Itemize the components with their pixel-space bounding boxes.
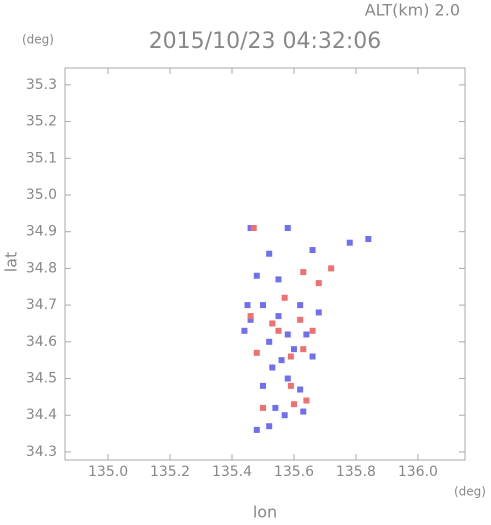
radar-pixel [300, 346, 307, 353]
radar-pixel [275, 276, 282, 283]
radar-pixel [253, 426, 260, 433]
radar-pixel [284, 375, 291, 382]
radar-pixel [297, 302, 304, 309]
chart-title: 2015/10/23 04:32:06 [149, 29, 382, 54]
y-tick-label: 34.7 [26, 297, 57, 313]
radar-pixel [290, 346, 297, 353]
radar-pixel [281, 412, 288, 419]
radar-pixel [287, 382, 294, 389]
radar-pixel [300, 269, 307, 276]
y-tick-label: 35.1 [26, 150, 57, 166]
radar-pixel [244, 302, 251, 309]
x-tick-label: 135.4 [212, 464, 252, 480]
radar-pixel [259, 404, 266, 411]
radar-pixel [309, 247, 316, 254]
plot-frame [64, 67, 466, 461]
radar-pixel [259, 382, 266, 389]
radar-pixel [247, 225, 254, 232]
altitude-label: ALT(km) 2.0 [365, 1, 460, 20]
y-tick-label: 35.3 [26, 77, 57, 93]
radar-pixel [309, 327, 316, 334]
radar-pixel [269, 364, 276, 371]
radar-pixel [365, 236, 372, 243]
y-tick-label: 34.5 [26, 371, 57, 387]
y-tick-label: 34.6 [26, 334, 57, 350]
y-tick-label: 35.2 [26, 114, 57, 130]
y-tick-label: 35.0 [26, 187, 57, 203]
x-tick-label: 135.0 [88, 464, 128, 480]
x-tick-label: 135.6 [274, 464, 314, 480]
y-tick-label: 34.3 [26, 444, 57, 460]
x-tick-label: 135.2 [150, 464, 190, 480]
radar-pixel [297, 386, 304, 393]
y-tick-label: 34.8 [26, 260, 57, 276]
radar-pixel [269, 320, 276, 327]
radar-pixel [241, 327, 248, 334]
y-axis-label: lat [2, 252, 21, 273]
radar-pixel [247, 313, 254, 320]
radar-pixel [315, 309, 322, 316]
radar-pixel [281, 294, 288, 301]
radar-pixel [303, 331, 310, 338]
radar-pixel [266, 338, 273, 345]
radar-pixel [346, 239, 353, 246]
radar-pixel [309, 353, 316, 360]
radar-pixel [278, 357, 285, 364]
radar-pixel [272, 404, 279, 411]
radar-pixel [253, 272, 260, 279]
radar-pixel [290, 401, 297, 408]
radar-pixel [275, 327, 282, 334]
radar-pixel [247, 316, 254, 323]
radar-pixel [315, 280, 322, 287]
radar-pixel [297, 316, 304, 323]
radar-pixel [275, 313, 282, 320]
radar-pixel [253, 349, 260, 356]
x-tick-label: 136.0 [398, 464, 438, 480]
radar-pixel [250, 225, 257, 232]
radar-pixel [266, 423, 273, 430]
radar-pixel [259, 302, 266, 309]
radar-pixel [303, 397, 310, 404]
radar-pixel [300, 408, 307, 415]
y-unit: (deg) [22, 33, 54, 47]
x-unit: (deg) [454, 485, 486, 499]
y-tick-label: 34.4 [26, 407, 57, 423]
radar-pixel [284, 331, 291, 338]
radar-pixel [284, 225, 291, 232]
y-tick-label: 34.9 [26, 224, 57, 240]
radar-pixel [287, 353, 294, 360]
radar-pixel [328, 265, 335, 272]
x-axis-label: lon [253, 503, 277, 522]
radar-pixel [266, 250, 273, 257]
x-tick-label: 135.8 [336, 464, 376, 480]
